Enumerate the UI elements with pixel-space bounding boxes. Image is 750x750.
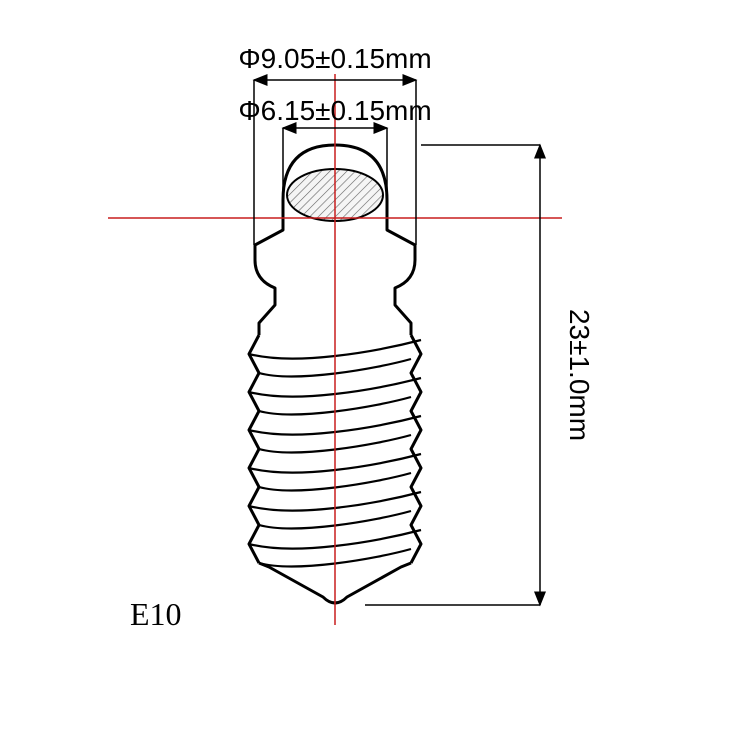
height-label: 23±1.0mm xyxy=(564,309,595,441)
part-label: E10 xyxy=(130,596,182,632)
bulb-technical-drawing: Φ9.05±0.15mm Φ6.15±0.15mm 23±1.0mm E10 xyxy=(0,0,750,750)
outer-diameter-label: Φ9.05±0.15mm xyxy=(238,43,431,74)
inner-diameter-label: Φ6.15±0.15mm xyxy=(238,95,431,126)
